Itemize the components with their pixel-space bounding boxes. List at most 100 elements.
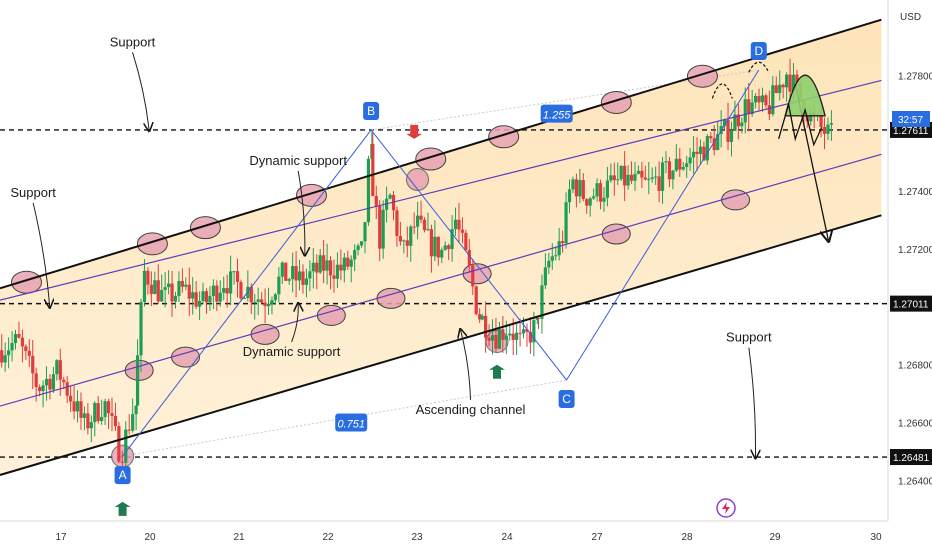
buy-signal-arrow [489, 364, 506, 379]
candle-body [218, 292, 222, 302]
candle-body [664, 161, 668, 163]
candle-body [211, 285, 215, 297]
candle-body [691, 151, 696, 158]
candle-body [124, 429, 128, 463]
lightning-icon[interactable] [716, 498, 736, 518]
candle-body [160, 290, 164, 302]
candle-body [829, 123, 834, 125]
candle-body [134, 405, 138, 415]
candle-body [359, 241, 364, 246]
candle-body [515, 332, 519, 340]
projected-dome [784, 74, 826, 117]
candle-body [31, 355, 35, 374]
candle-body [277, 276, 281, 295]
candle-body [609, 175, 613, 181]
candle-body [153, 280, 157, 294]
candle-body [62, 379, 66, 383]
candle-body [38, 387, 42, 392]
candle-body [17, 333, 21, 338]
candle-body [82, 413, 87, 418]
countdown-text: 32:57 [898, 115, 923, 126]
candle-body [643, 177, 647, 180]
candle-body [623, 165, 627, 186]
x-tick-label: 28 [681, 532, 693, 543]
candle-body [235, 271, 240, 283]
sell-signal-arrow [406, 124, 423, 139]
candle-body [41, 385, 45, 392]
candle-body [191, 292, 195, 299]
candle-body [315, 262, 319, 273]
candle-body [177, 280, 181, 296]
candle-body [774, 85, 778, 94]
candle-body [294, 266, 298, 281]
ratio-label: 1.255 [543, 110, 571, 122]
y-tick-label: 1.27400 [898, 187, 932, 198]
price-level-badge-text: 1.27611 [893, 126, 929, 137]
pattern-markers: A B C D 1.255 0.751 [114, 42, 767, 516]
candle-body [34, 373, 38, 388]
candle-body [429, 229, 434, 257]
annotation-arrow [132, 52, 150, 130]
candle-body [106, 401, 111, 414]
channel-line-mid-lower [0, 153, 882, 407]
candle-body [474, 286, 478, 315]
candle-body [709, 136, 713, 139]
candle-body [86, 413, 90, 429]
pattern-point-badge [114, 466, 131, 485]
candle-body [433, 236, 437, 257]
candle-body [547, 260, 551, 268]
candle-body [678, 158, 682, 170]
candle-body [0, 350, 4, 363]
candle-body [27, 350, 31, 356]
upper-touch-highlight [136, 232, 168, 256]
pattern-lines [122, 69, 760, 457]
x-tick-label: 27 [591, 532, 603, 543]
candle-body [508, 333, 512, 336]
candle-body [581, 180, 585, 200]
price-axis-panel[interactable] [888, 0, 932, 550]
candle-body [809, 112, 813, 122]
ascending-channel-fill [0, 19, 882, 475]
candle-body [225, 288, 229, 294]
candle-body [561, 241, 565, 244]
candle-body [660, 162, 665, 191]
candle-body [487, 337, 491, 341]
y-tick-label: 1.26600 [898, 419, 932, 430]
y-tick-label: 1.27200 [898, 245, 932, 256]
candle-body [497, 329, 502, 349]
candle-body [374, 195, 378, 206]
annotation-arrow [297, 170, 305, 255]
candle-body [822, 126, 827, 134]
candle-body [740, 122, 744, 127]
candle-body [304, 278, 309, 285]
candle-body [540, 285, 544, 319]
candle-body [249, 286, 253, 303]
candle-body [194, 292, 198, 307]
candle-body [440, 249, 444, 258]
candle-body [826, 124, 830, 134]
candle-body [7, 350, 11, 356]
candle-body [478, 314, 482, 320]
pattern-leg-line [370, 129, 567, 381]
time-axis-panel[interactable] [0, 521, 932, 550]
candle-body [139, 301, 143, 356]
candle-body [629, 174, 634, 181]
candle-body [405, 240, 409, 246]
candle-body [525, 329, 529, 332]
candle-body [378, 205, 382, 249]
candle-body [363, 222, 367, 242]
price-level-badge [890, 295, 932, 312]
candle-body [110, 413, 114, 416]
candle-body [356, 245, 360, 251]
candle-body [263, 302, 267, 307]
x-tick-label: 30 [870, 532, 882, 543]
candle-body [426, 229, 430, 231]
candle-body [712, 138, 716, 151]
pattern-point-badge [750, 42, 767, 61]
candle-body [79, 401, 83, 418]
candle-body [346, 257, 350, 267]
candle-body [467, 250, 471, 266]
candle-body [453, 219, 458, 230]
